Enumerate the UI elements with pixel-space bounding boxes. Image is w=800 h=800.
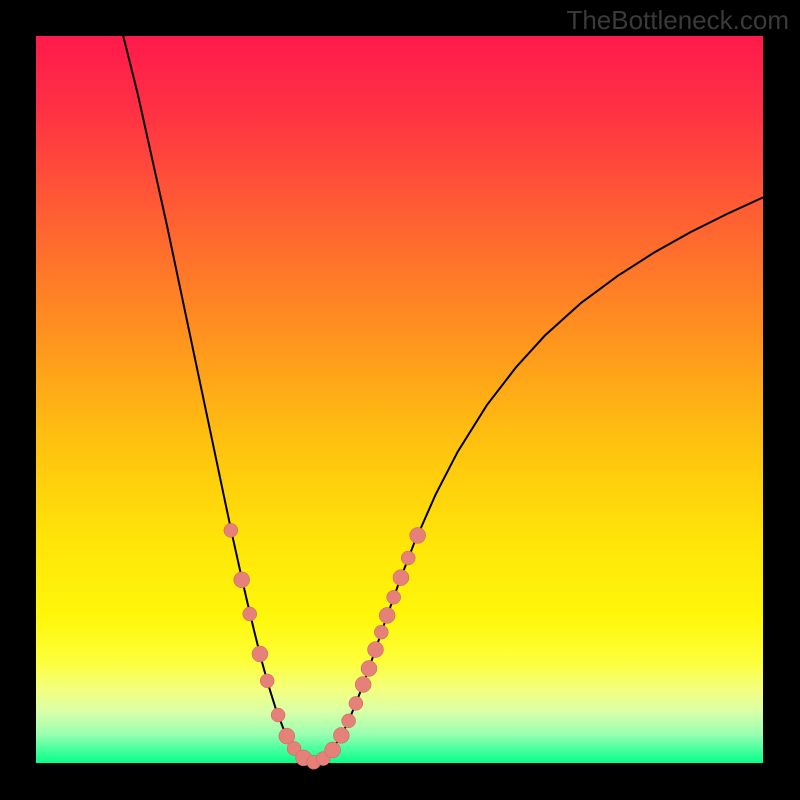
right-curve (312, 197, 763, 763)
data-marker (387, 590, 401, 604)
data-marker (368, 642, 384, 658)
data-marker (243, 607, 257, 621)
bottleneck-v-curve (0, 0, 800, 800)
data-marker (252, 646, 268, 662)
data-marker (349, 696, 363, 710)
data-marker (260, 674, 274, 688)
data-marker (342, 714, 356, 728)
left-curve (123, 36, 312, 763)
data-marker (271, 708, 285, 722)
watermark-text: TheBottleneck.com (566, 5, 789, 36)
data-marker (234, 572, 250, 588)
data-marker (361, 660, 377, 676)
data-marker (333, 727, 349, 743)
data-marker (393, 570, 409, 586)
data-marker (379, 607, 395, 623)
data-marker (374, 625, 388, 639)
data-marker (401, 551, 415, 565)
chart-container: TheBottleneck.com (0, 0, 800, 800)
data-marker (224, 523, 238, 537)
data-marker (355, 676, 371, 692)
data-marker (410, 527, 426, 543)
data-marker (325, 742, 341, 758)
